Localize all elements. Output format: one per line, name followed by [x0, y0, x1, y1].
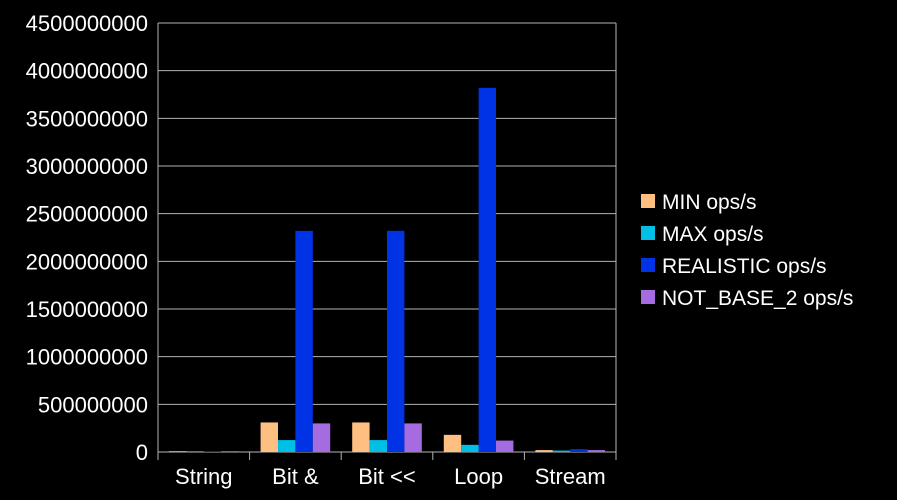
- x-tick-label: Bit &: [272, 464, 319, 489]
- bar-loop-2: [478, 87, 497, 453]
- y-tick-label: 1500000000: [26, 297, 148, 322]
- legend-label: NOT_BASE_2 ops/s: [662, 287, 853, 310]
- y-tick-label: 3500000000: [26, 106, 148, 131]
- legend-label: MAX ops/s: [662, 223, 764, 246]
- bar-stream-0: [535, 450, 553, 452]
- bar-bit--3: [404, 423, 422, 452]
- y-tick-label: 4500000000: [26, 11, 148, 36]
- y-tick-label: 2500000000: [26, 202, 148, 227]
- x-tick-label: Stream: [535, 464, 606, 489]
- bar-stream-2: [570, 449, 588, 452]
- y-tick-label: 4000000000: [26, 59, 148, 84]
- legend-swatch: [641, 258, 655, 272]
- bar-stream-3: [587, 450, 606, 452]
- legend-swatch: [641, 194, 655, 208]
- bar-string-3: [221, 451, 239, 452]
- x-tick-label: String: [175, 464, 232, 489]
- bar-bit--3: [312, 423, 331, 452]
- bar-stream-1: [552, 450, 571, 452]
- legend-swatch: [641, 290, 655, 304]
- x-tick-label: Loop: [454, 464, 503, 489]
- bar-loop-0: [443, 434, 462, 452]
- bar-bit--2: [387, 230, 405, 452]
- bar-string-0: [168, 451, 187, 452]
- legend-label: REALISTIC ops/s: [662, 255, 827, 278]
- bar-bit--0: [260, 422, 278, 452]
- y-tick-labels: 0 500000000 1000000000 1500000000 2000000000…: [26, 11, 148, 465]
- y-tick-label: 1000000000: [26, 345, 148, 370]
- y-tick-label: 0: [136, 440, 148, 465]
- y-tick-label: 3000000000: [26, 154, 148, 179]
- bar-bit--2: [295, 230, 313, 452]
- y-tick-label: 500000000: [38, 392, 148, 417]
- legend-swatch: [641, 226, 655, 240]
- bar-loop-3: [496, 440, 514, 452]
- bar-bit--1: [369, 440, 387, 452]
- legend: MIN ops/s MAX ops/s REALISTIC ops/s NOT_BAS…: [641, 191, 853, 310]
- y-tick-label: 2000000000: [26, 249, 148, 274]
- bars: [168, 87, 606, 453]
- x-tick-label: Bit <<: [358, 464, 415, 489]
- bar-loop-1: [461, 444, 479, 452]
- bar-bit--1: [277, 440, 296, 452]
- bar-string-1: [186, 451, 204, 452]
- legend-label: MIN ops/s: [662, 191, 757, 214]
- bar-string-2: [203, 451, 222, 452]
- x-tick-labels: String Bit & Bit << Loop Stream: [175, 464, 606, 489]
- bar-bit--0: [352, 422, 370, 452]
